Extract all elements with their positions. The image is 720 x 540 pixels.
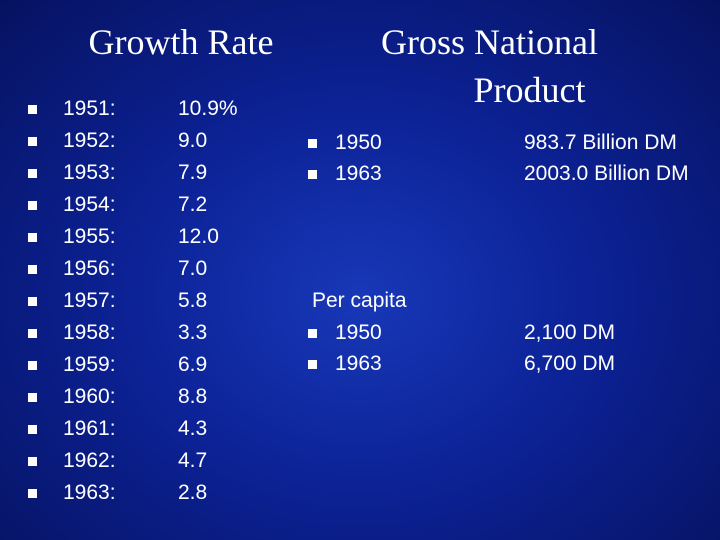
gnp-title: Gross National Product	[352, 20, 627, 112]
bullet-icon	[308, 170, 317, 179]
bullet-icon	[308, 139, 317, 148]
gnp-year: 1963	[335, 162, 382, 185]
bullet-icon	[28, 393, 37, 402]
bullet-icon	[28, 169, 37, 178]
rate-value: 7.0	[178, 257, 208, 280]
bullet-icon	[28, 297, 37, 306]
bullet-icon	[28, 361, 37, 370]
year-label: 1958:	[63, 321, 116, 344]
gnp-title-line2: Product	[473, 70, 586, 110]
bullet-icon	[28, 425, 37, 434]
list-item: 1963: 2.8	[28, 477, 308, 509]
bullet-icon	[308, 329, 317, 338]
rate-value: 3.3	[178, 321, 208, 344]
year-label: 1956:	[63, 257, 116, 280]
list-item: 1961: 4.3	[28, 413, 308, 445]
bullet-icon	[28, 137, 37, 146]
year-label: 1953:	[63, 161, 116, 184]
list-item: 1962: 4.7	[28, 445, 308, 477]
list-item: 1950	[308, 127, 428, 159]
gnp-value: 2003.0 Billion DM	[524, 162, 689, 185]
bullet-icon	[28, 265, 37, 274]
per-capita-value: 2,100 DM	[524, 321, 616, 344]
rate-value: 7.2	[178, 193, 208, 216]
bullet-icon	[28, 457, 37, 466]
list-item: 1958: 3.3	[28, 317, 308, 349]
year-label: 1951:	[63, 97, 116, 120]
list-item: 1956: 7.0	[28, 253, 308, 285]
list-item: 1957: 5.8	[28, 285, 308, 317]
bullet-icon	[308, 360, 317, 369]
rate-value: 4.3	[178, 417, 208, 440]
growth-rate-title: Growth Rate	[88, 22, 274, 62]
year-label: 1961:	[63, 417, 116, 440]
bullet-icon	[28, 233, 37, 242]
list-item: 1950	[308, 317, 428, 349]
year-label: 1962:	[63, 449, 116, 472]
list-item: 1953: 7.9	[28, 157, 308, 189]
rate-value: 6.9	[178, 353, 208, 376]
year-label: 1954:	[63, 193, 116, 216]
list-item: 1963	[308, 158, 428, 190]
rate-value: 4.7	[178, 449, 208, 472]
list-item: 1960: 8.8	[28, 381, 308, 413]
rate-value: 9.0	[178, 129, 208, 152]
rate-value: 5.8	[178, 289, 208, 312]
year-label: 1963:	[63, 481, 116, 504]
per-capita-year: 1950	[335, 321, 382, 344]
gnp-year: 1950	[335, 131, 382, 154]
rate-value: 8.8	[178, 385, 208, 408]
gnp-title-line1: Gross National	[381, 22, 598, 62]
list-item: 1951: 10.9%	[28, 93, 308, 125]
gnp-value: 983.7 Billion DM	[524, 131, 677, 154]
year-label: 1959:	[63, 353, 116, 376]
year-label: 1957:	[63, 289, 116, 312]
list-item: 1959: 6.9	[28, 349, 308, 381]
rate-value: 12.0	[178, 225, 219, 248]
bullet-icon	[28, 105, 37, 114]
year-label: 1955:	[63, 225, 116, 248]
per-capita-value: 6,700 DM	[524, 352, 616, 375]
bullet-icon	[28, 329, 37, 338]
per-capita-label: Per capita	[312, 289, 407, 312]
bullet-icon	[28, 201, 37, 210]
per-capita-year: 1963	[335, 352, 382, 375]
rate-value: 7.9	[178, 161, 208, 184]
rate-value: 10.9%	[178, 97, 238, 120]
year-label: 1960:	[63, 385, 116, 408]
rate-value: 2.8	[178, 481, 208, 504]
list-item: 1952: 9.0	[28, 125, 308, 157]
bullet-icon	[28, 489, 37, 498]
list-item: 1963	[308, 348, 428, 380]
list-item: 1955: 12.0	[28, 221, 308, 253]
list-item: 1954: 7.2	[28, 189, 308, 221]
year-label: 1952:	[63, 129, 116, 152]
